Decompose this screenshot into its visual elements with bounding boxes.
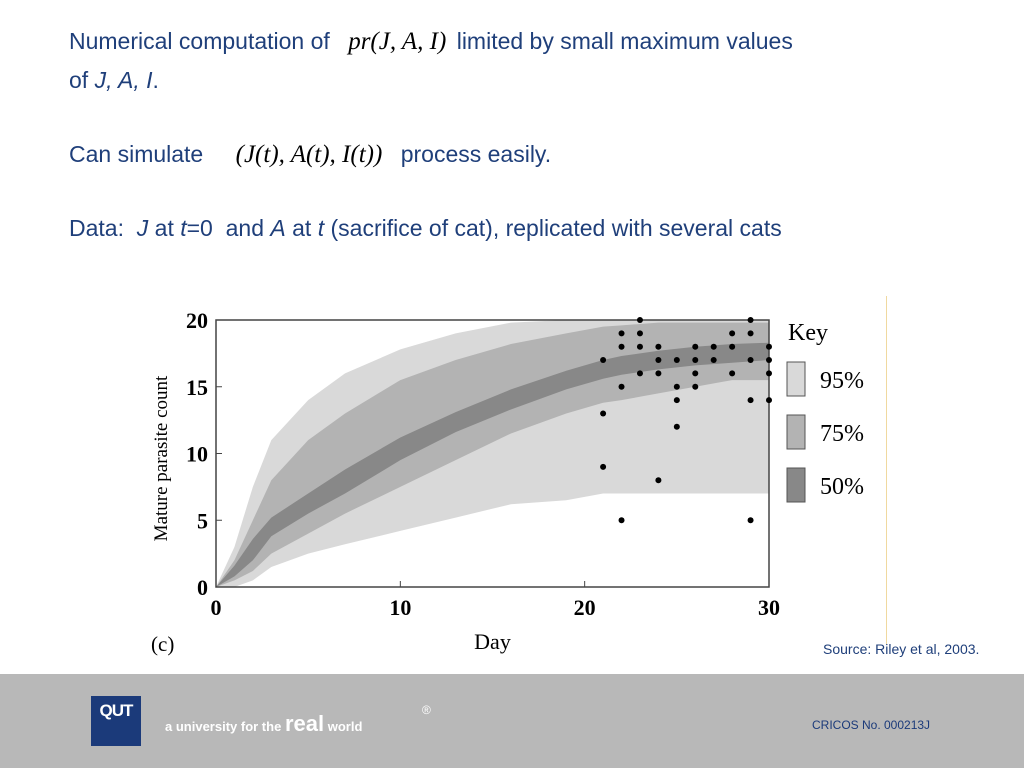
word-at-1: at — [154, 215, 174, 241]
data-point — [673, 357, 680, 364]
formula-pr-jai: pr(J, A, I) — [348, 28, 447, 55]
axes: 0 10 20 30 0 5 10 15 20 — [186, 308, 780, 620]
y-tick-label: 15 — [186, 375, 208, 400]
tagline-world: world — [327, 719, 363, 734]
data-point — [636, 330, 643, 337]
legend-label: 95% — [820, 368, 864, 394]
parasite-count-chart: 0 10 20 30 0 5 10 15 20 Day Mature parasite coun… — [151, 308, 864, 656]
data-point — [600, 357, 607, 364]
data-point — [710, 357, 717, 364]
data-point — [710, 343, 717, 350]
y-tick-label: 0 — [197, 575, 208, 600]
data-point — [618, 517, 625, 524]
data-point — [655, 343, 662, 350]
data-point — [600, 410, 607, 417]
data-point — [692, 357, 699, 364]
word-and: and — [225, 215, 265, 241]
data-point — [673, 423, 680, 430]
legend-swatch — [786, 361, 806, 397]
line1-prefix: Numerical computation of — [69, 28, 330, 54]
legend-swatch — [786, 467, 806, 503]
data-point — [692, 370, 699, 377]
y-axis-label: Mature parasite count — [151, 375, 172, 541]
text-line-3: Can simulate (J(t), A(t), I(t)) process … — [69, 141, 551, 169]
data-point — [673, 397, 680, 404]
panel-label: (c) — [151, 632, 174, 656]
data-point — [747, 330, 754, 337]
vertical-rule — [886, 296, 887, 644]
data-point — [600, 463, 607, 470]
footer-bar: QUT a university for the real world ® CR… — [0, 674, 1024, 768]
observed-points — [600, 317, 772, 524]
var-j: J — [136, 215, 149, 241]
data-point — [766, 370, 772, 377]
line3-prefix: Can simulate — [69, 141, 204, 167]
data-point — [747, 397, 754, 404]
data-point — [766, 397, 772, 404]
registered-mark: ® — [422, 703, 431, 717]
y-tick-label: 10 — [186, 442, 208, 467]
line3-suffix: process easily. — [400, 141, 552, 167]
data-point — [636, 370, 643, 377]
x-axis-label: Day — [474, 629, 511, 654]
text-line-1: Numerical computation of pr(J, A, I) lim… — [69, 28, 793, 56]
y-tick-label: 20 — [186, 308, 208, 333]
tagline-prefix: a university for the — [165, 719, 282, 734]
data-point — [729, 343, 736, 350]
x-tick-label: 20 — [574, 595, 596, 620]
source-citation: Source: Riley et al, 2003. — [823, 641, 980, 657]
data-point — [618, 330, 625, 337]
x-tick-label: 10 — [389, 595, 411, 620]
var-a: A — [270, 215, 286, 241]
data-point — [673, 383, 680, 390]
data-point — [747, 317, 754, 323]
tagline-real: real — [284, 711, 325, 736]
legend-swatch — [786, 414, 806, 450]
x-tick-label: 30 — [758, 595, 780, 620]
var-t-1: t — [180, 215, 187, 241]
line2-variables: J, A, I — [94, 67, 153, 93]
legend: Key 95% 75% 50% — [786, 320, 864, 503]
data-label: Data: — [69, 215, 124, 241]
data-point — [766, 343, 772, 350]
y-tick-label: 5 — [197, 508, 208, 533]
confidence-bands — [216, 320, 769, 587]
line2-prefix: of — [69, 67, 89, 93]
data-point — [766, 357, 772, 364]
data-point — [692, 343, 699, 350]
data-point — [655, 477, 662, 484]
line1-suffix: limited by small maximum values — [456, 28, 793, 54]
x-tick-label: 0 — [211, 595, 222, 620]
legend-label: 75% — [820, 421, 864, 447]
data-point — [692, 383, 699, 390]
var-t-2: t — [317, 215, 325, 241]
tagline: a university for the real world — [165, 711, 362, 737]
qut-logo: QUT — [91, 696, 141, 746]
data-point — [747, 357, 754, 364]
data-point — [747, 517, 754, 524]
data-point — [655, 357, 662, 364]
data-point — [729, 330, 736, 337]
text-line-4: Data: J at t=0 and A at t (sacrifice of … — [69, 215, 782, 242]
line2-period: . — [152, 67, 159, 93]
text-line-2: of J, A, I. — [69, 67, 159, 94]
cricos-number: CRICOS No. 000213J — [812, 718, 931, 732]
band-75-pct — [216, 322, 769, 587]
data-point — [618, 343, 625, 350]
data-point — [729, 370, 736, 377]
data-point — [655, 370, 662, 377]
equals-zero: =0 — [186, 215, 213, 241]
data-point — [618, 383, 625, 390]
formula-jai-process: (J(t), A(t), I(t)) — [235, 141, 383, 168]
word-at-2: at — [292, 215, 312, 241]
legend-title: Key — [788, 320, 828, 346]
legend-label: 50% — [820, 474, 864, 500]
data-point — [636, 317, 643, 323]
data-point — [636, 343, 643, 350]
line4-rest: (sacrifice of cat), replicated with seve… — [330, 215, 782, 241]
